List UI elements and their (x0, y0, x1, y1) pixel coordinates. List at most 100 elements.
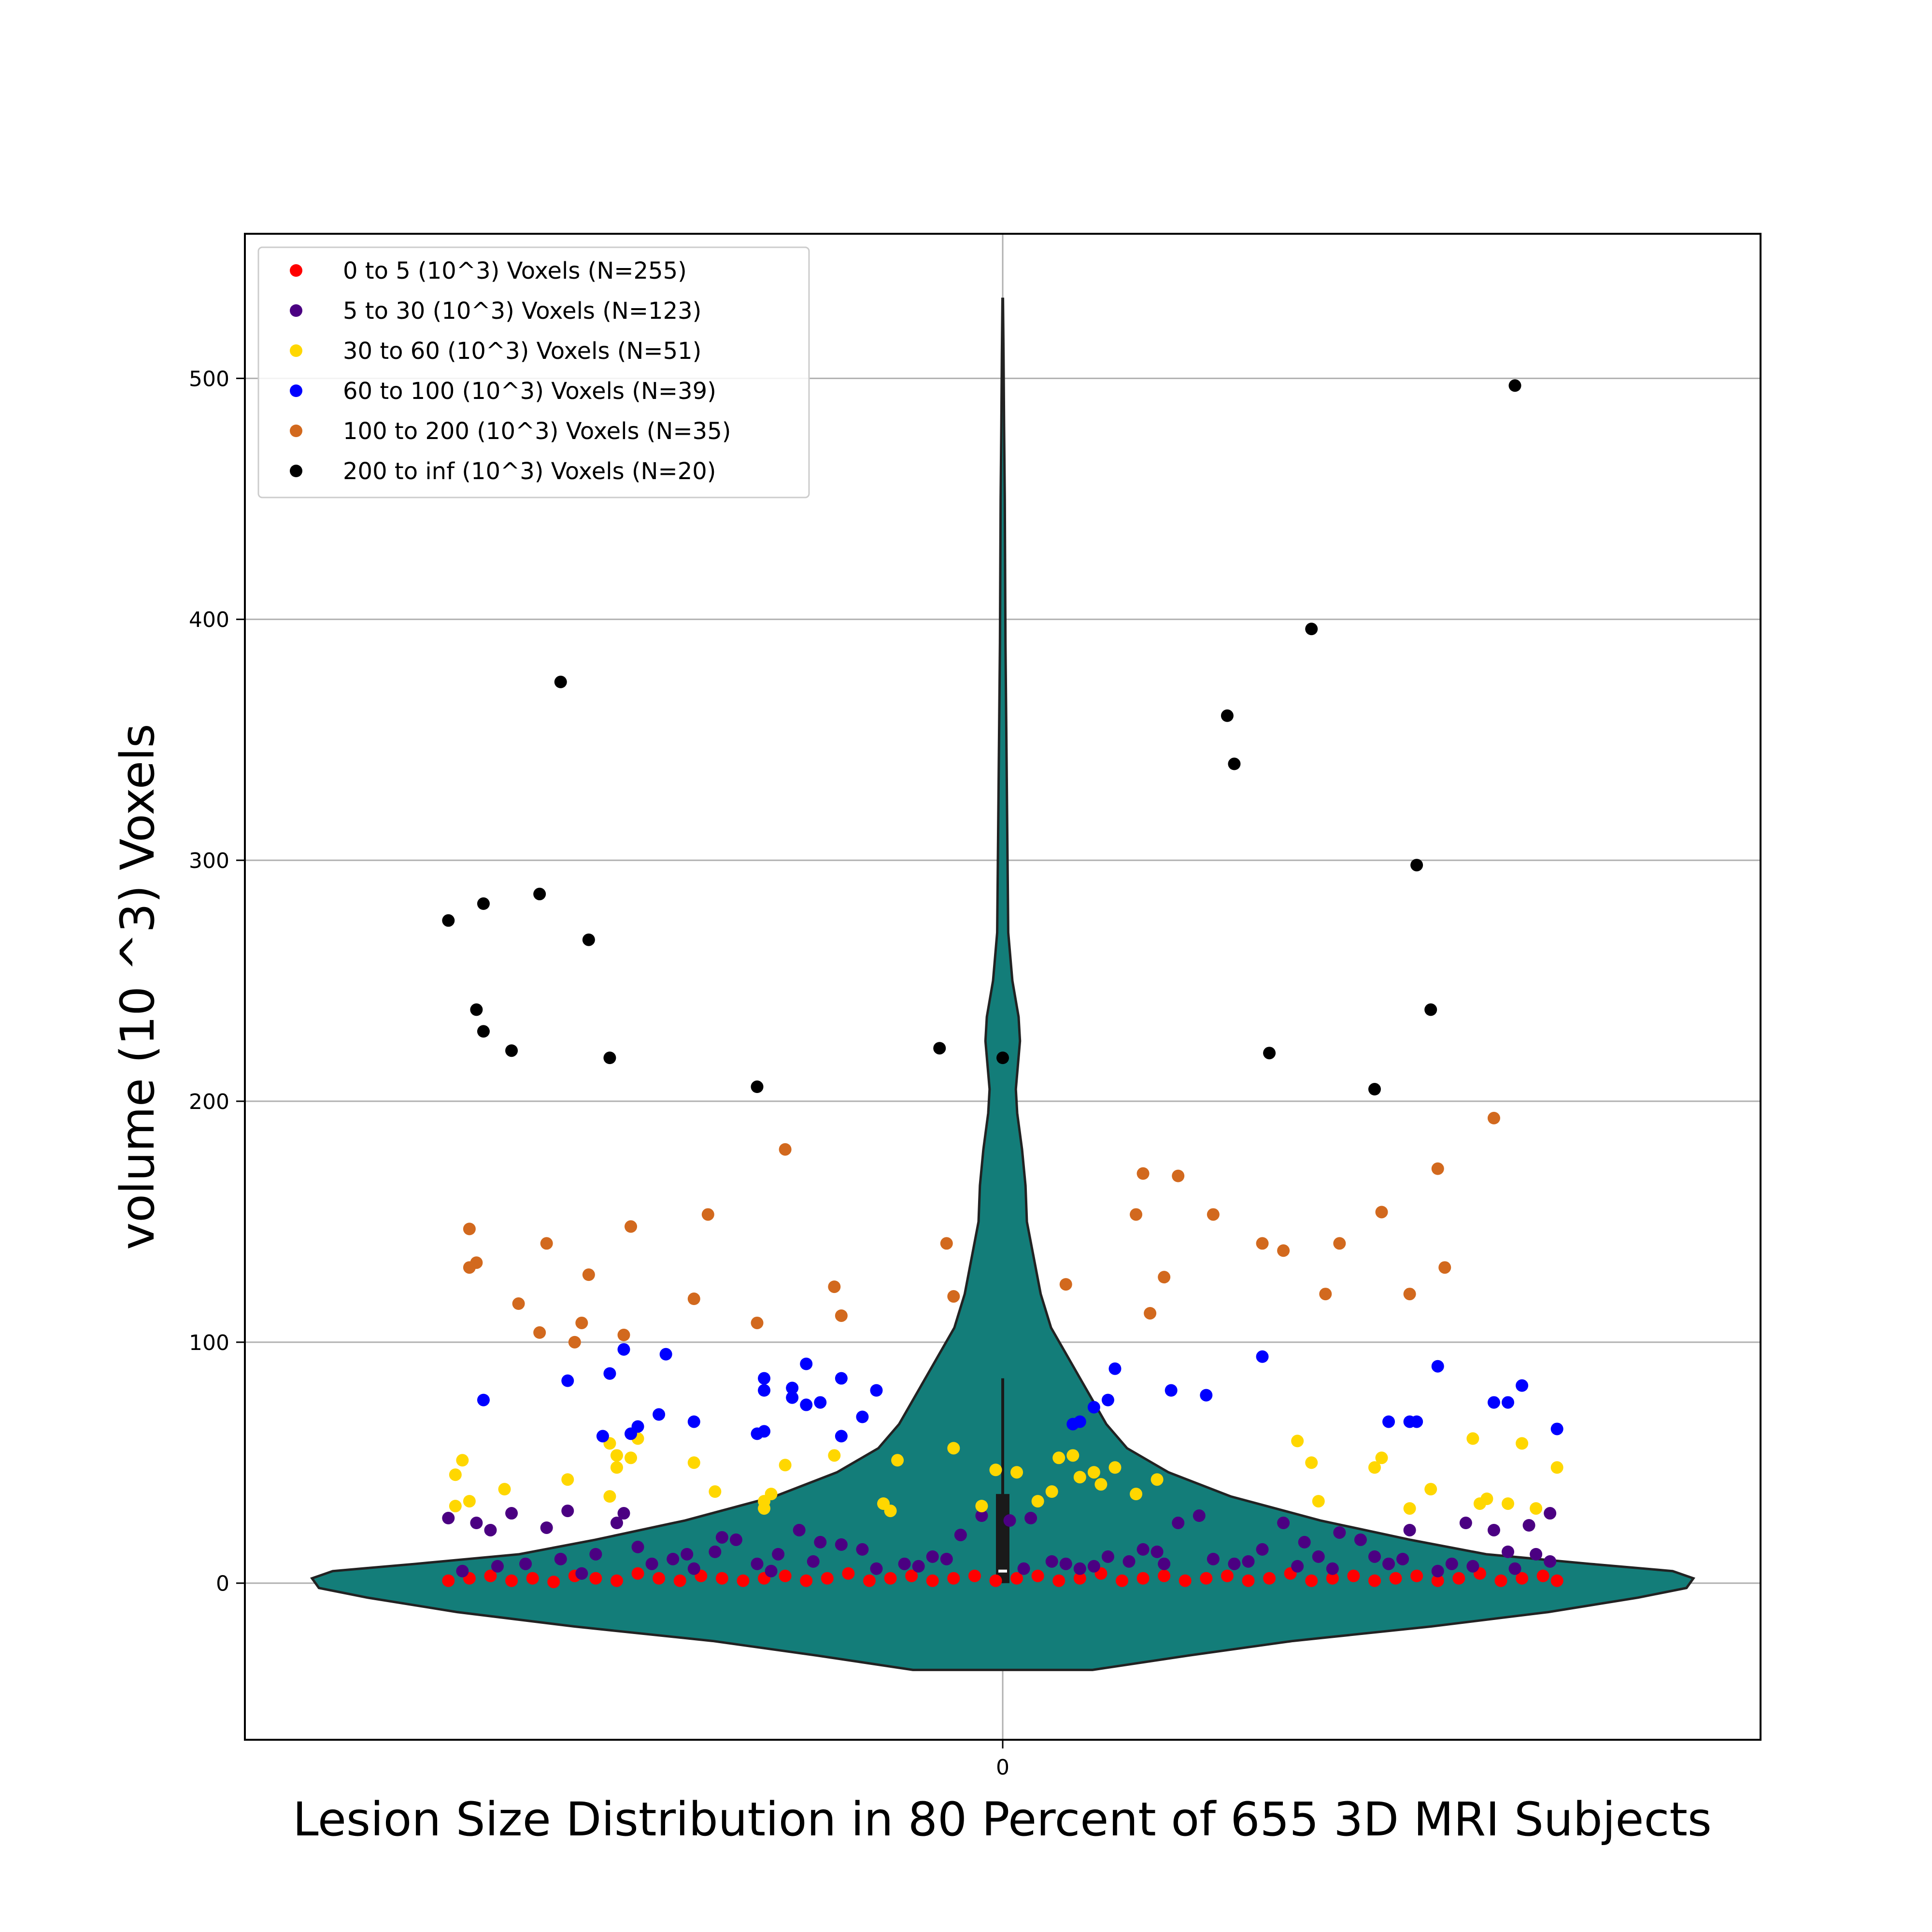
data-point (800, 1574, 813, 1587)
data-point (891, 1454, 904, 1467)
data-point (1059, 1278, 1072, 1291)
data-point (856, 1410, 869, 1423)
data-point (1207, 1208, 1220, 1221)
data-point (589, 1548, 602, 1561)
data-point (1242, 1555, 1255, 1568)
data-point (968, 1569, 981, 1582)
data-point (1312, 1550, 1325, 1563)
data-point (1368, 1461, 1381, 1474)
data-point (456, 1454, 469, 1467)
data-point (617, 1507, 630, 1520)
data-point (786, 1381, 799, 1394)
data-point (1368, 1574, 1381, 1587)
data-point (1494, 1574, 1507, 1587)
data-point (1550, 1461, 1563, 1474)
data-point (989, 1463, 1002, 1477)
data-point (1298, 1535, 1311, 1548)
data-point (1136, 1167, 1150, 1180)
data-point (667, 1552, 680, 1565)
data-point (1410, 1415, 1423, 1428)
data-point (1045, 1485, 1058, 1498)
data-point (477, 897, 490, 910)
data-point (1544, 1507, 1557, 1520)
data-point (519, 1557, 532, 1570)
data-point (1256, 1237, 1269, 1250)
data-point (1550, 1422, 1563, 1435)
data-point (1389, 1572, 1402, 1585)
data-point (505, 1574, 518, 1587)
data-point (1010, 1572, 1023, 1585)
data-point (765, 1564, 778, 1577)
data-point (603, 1490, 616, 1503)
data-point (1158, 1569, 1171, 1582)
data-point (1305, 1574, 1318, 1587)
data-point (470, 1256, 483, 1269)
data-point (1396, 1552, 1409, 1565)
inner-box-plot (996, 1378, 1009, 1583)
data-point (1003, 1514, 1016, 1527)
data-point (800, 1398, 813, 1411)
data-point (1326, 1572, 1339, 1585)
data-point (947, 1442, 960, 1455)
data-point (1522, 1519, 1535, 1532)
data-point (1158, 1271, 1171, 1284)
data-point (1031, 1569, 1044, 1582)
data-point (884, 1572, 897, 1585)
data-point (1403, 1288, 1416, 1301)
data-point (1130, 1208, 1143, 1221)
legend-marker (290, 425, 302, 437)
data-point (863, 1574, 876, 1587)
data-point (1424, 1483, 1437, 1496)
data-point (989, 1574, 1002, 1587)
data-point (1221, 709, 1234, 722)
data-point (1207, 1552, 1220, 1565)
data-point (940, 1237, 953, 1250)
data-point (835, 1538, 848, 1551)
y-tick-label: 200 (189, 1090, 229, 1114)
data-point (1291, 1560, 1304, 1573)
data-point (681, 1548, 694, 1561)
data-point (1130, 1488, 1143, 1501)
violin-body (310, 298, 1695, 1671)
data-point (442, 914, 455, 927)
data-point (1024, 1512, 1037, 1525)
data-point (856, 1543, 869, 1556)
data-point (610, 1449, 623, 1462)
data-point (1179, 1574, 1192, 1587)
data-point (1073, 1471, 1086, 1484)
data-point (1431, 1574, 1444, 1587)
data-point (947, 1572, 960, 1585)
data-point (1375, 1451, 1388, 1464)
data-point (1452, 1572, 1465, 1585)
data-point (729, 1533, 742, 1546)
data-point (751, 1080, 764, 1094)
data-point (779, 1569, 792, 1582)
axis-ticks: 0 100 200 300 400 500 0 (189, 367, 1009, 1780)
data-point (1480, 1492, 1493, 1506)
data-point (610, 1461, 623, 1474)
data-point (765, 1488, 778, 1501)
data-point (645, 1557, 658, 1570)
data-point (625, 1451, 638, 1464)
data-point (1101, 1550, 1114, 1563)
data-point (758, 1384, 771, 1397)
data-point (1108, 1362, 1122, 1375)
data-point (1193, 1509, 1206, 1522)
data-point (1382, 1415, 1395, 1428)
data-point (1045, 1555, 1058, 1568)
data-point (505, 1044, 518, 1057)
data-point (463, 1495, 476, 1508)
data-point (603, 1367, 616, 1380)
data-point (1122, 1555, 1136, 1568)
data-point (1403, 1502, 1416, 1515)
data-point (1052, 1451, 1065, 1464)
data-point (575, 1316, 588, 1329)
data-point (687, 1415, 700, 1428)
legend-label: 100 to 200 (10^3) Voxels (N=35) (343, 418, 731, 445)
data-point (947, 1290, 960, 1303)
data-point (1544, 1555, 1557, 1568)
legend-label: 0 to 5 (10^3) Voxels (N=255) (343, 257, 687, 284)
data-point (582, 933, 595, 946)
legend-label: 60 to 100 (10^3) Voxels (N=39) (343, 378, 716, 405)
data-point (1017, 1562, 1030, 1575)
